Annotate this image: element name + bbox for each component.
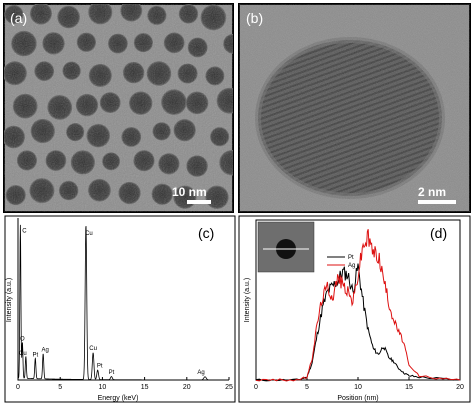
chart-d-legend: Pt Ag [327, 255, 355, 269]
panel-c-frame [4, 215, 236, 403]
chart-c-peak-label: Pt [109, 370, 115, 376]
chart-c-xtick-label: 15 [141, 384, 149, 391]
chart-c-xtick-label: 0 [16, 384, 20, 391]
chart-c-peak-label: C [22, 229, 27, 235]
scale-bar-b-text: 2 nm [418, 185, 446, 199]
chart-c-peak-label: Pt [97, 364, 103, 370]
chart-d-plot [255, 229, 461, 382]
chart-c-xlabel: Energy (keV) [98, 395, 139, 402]
chart-d-xtick-label: 20 [456, 384, 464, 391]
chart-d-ticks: 0 5 10 15 20 [254, 377, 464, 391]
chart-c-peak-label: Cu [85, 231, 93, 237]
chart-c-ylabel: Intensity (a.u.) [6, 278, 13, 322]
panel-b-hrtem-image: (b) 2 nm [238, 3, 471, 213]
chart-c-peak-label: Cu [19, 351, 27, 357]
linescan-ag-line [255, 229, 461, 382]
edx-spectrum-line [17, 224, 229, 381]
scale-bar-b [418, 200, 456, 204]
chart-d-xtick-label: 15 [405, 384, 413, 391]
chart-c-peak-label: Ag [197, 370, 204, 376]
chart-c-peak-label: Pt [32, 352, 38, 358]
chart-d-axes [255, 219, 461, 381]
panel-c-label: (c) [198, 225, 214, 241]
chart-c-xtick-label: 5 [58, 384, 62, 391]
chart-d-xtick-label: 0 [254, 384, 258, 391]
panel-a-label: (a) [10, 10, 27, 26]
panel-b-label: (b) [246, 10, 263, 26]
inset-haadf-image [257, 221, 315, 273]
chart-c-peak-label: Cu [89, 346, 97, 352]
chart-d-xtick-label: 5 [305, 384, 309, 391]
chart-d-ylabel: Intensity (a.u.) [244, 278, 251, 322]
legend-ag-label: Ag [348, 263, 355, 269]
panel-a-tem-image: (a) 10 nm [3, 3, 234, 213]
chart-c-plot [17, 224, 229, 381]
legend-pt-label: Pt [348, 255, 354, 261]
chart-c-xtick-label: 20 [183, 384, 191, 391]
chart-c-xtick-label: 10 [99, 384, 107, 391]
panel-d-linescan-chart: 0 5 10 15 20 Position (nm) Intensity (a.u.) … [238, 215, 471, 403]
panel-d-label: (d) [430, 225, 447, 241]
chart-c-peak-label: Ag [41, 348, 48, 354]
chart-d-xlabel: Position (nm) [337, 395, 378, 402]
chart-c-peak-label: O [20, 337, 25, 343]
chart-d-xtick-label: 10 [354, 384, 362, 391]
scale-bar-a [187, 200, 211, 204]
scale-bar-a-text: 10 nm [172, 185, 207, 199]
chart-c-xtick-label: 25 [225, 384, 233, 391]
linescan-pt-line [255, 263, 461, 382]
